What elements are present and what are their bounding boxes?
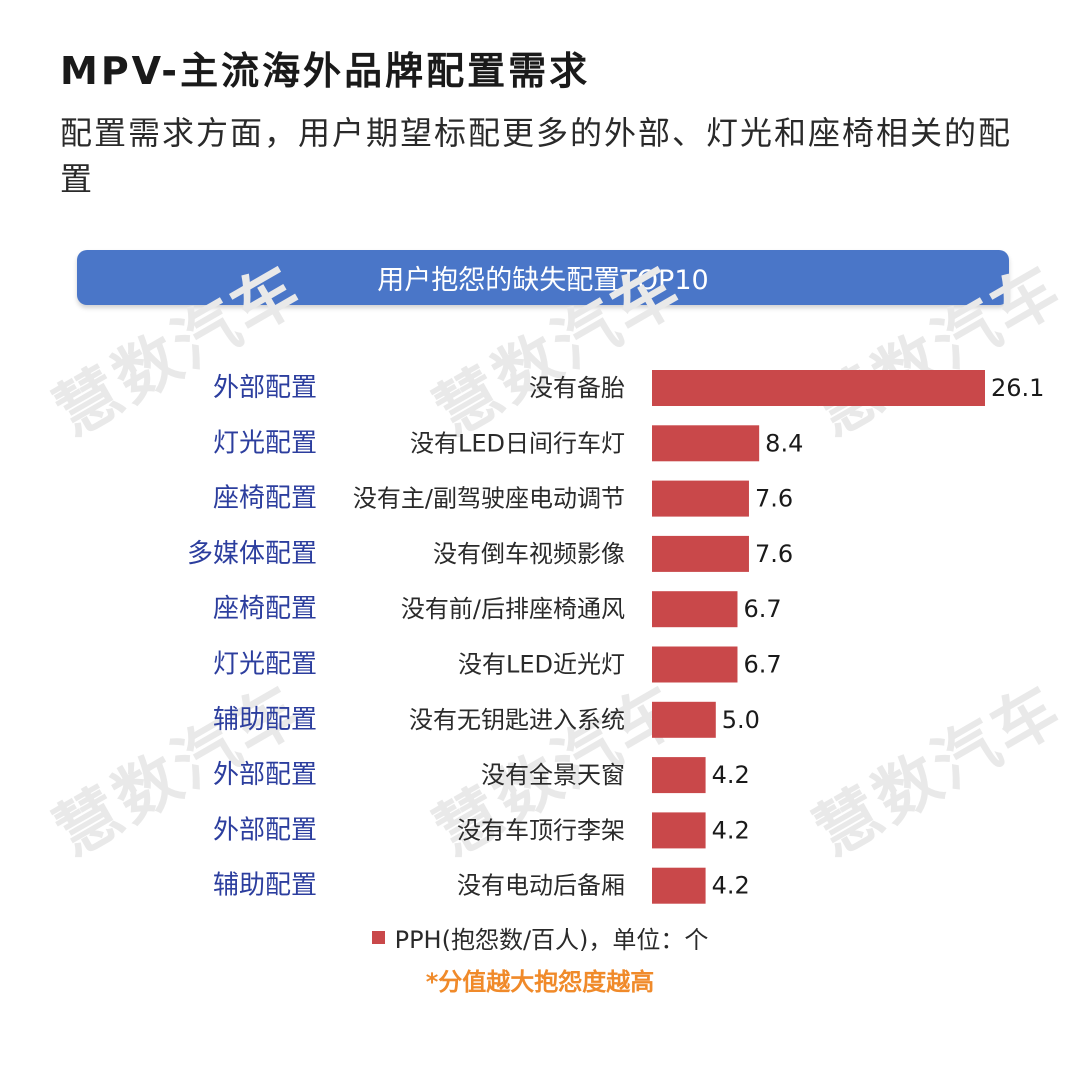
- data-label: 5.0: [722, 706, 760, 734]
- group-label: 多媒体配置: [187, 539, 317, 569]
- legend-label: PPH(抱怨数/百人)，单位：个: [394, 926, 709, 954]
- group-label: 外部配置: [213, 373, 317, 403]
- group-label: 外部配置: [213, 760, 317, 790]
- data-label: 26.1: [991, 374, 1044, 402]
- data-label: 7.6: [755, 485, 793, 513]
- page-title: MPV-主流海外品牌配置需求: [60, 49, 591, 93]
- group-label: 灯光配置: [213, 428, 317, 458]
- category-label: 没有全景天窗: [481, 761, 625, 789]
- data-label: 6.7: [743, 651, 781, 679]
- bar: [652, 812, 706, 849]
- data-label: 4.2: [712, 761, 750, 789]
- bar: [652, 591, 738, 628]
- chart-title: 用户抱怨的缺失配置TOP10: [377, 265, 709, 296]
- chart-legend: PPH(抱怨数/百人)，单位：个: [0, 920, 1080, 955]
- bar: [652, 867, 706, 904]
- data-label: 4.2: [712, 872, 750, 900]
- category-label: 没有车顶行李架: [457, 816, 625, 844]
- data-label: 6.7: [743, 595, 781, 623]
- bar: [652, 480, 749, 517]
- bar: [652, 757, 706, 794]
- category-label: 没有备胎: [529, 374, 625, 402]
- category-label: 没有倒车视频影像: [433, 540, 625, 568]
- category-label: 没有电动后备厢: [457, 872, 625, 900]
- chart-note: *分值越大抱怨度越高: [425, 968, 655, 996]
- category-label: 没有LED日间行车灯: [410, 429, 625, 457]
- category-label: 没有LED近光灯: [458, 651, 625, 679]
- bar: [652, 535, 749, 572]
- data-label: 8.4: [765, 429, 803, 457]
- bar: [652, 425, 760, 462]
- page-subtitle: 配置需求方面，用户期望标配更多的外部、灯光和座椅相关的配置: [60, 114, 1013, 198]
- chart-title-banner: 用户抱怨的缺失配置TOP10: [77, 250, 1009, 305]
- bar: [652, 701, 716, 738]
- group-label: 辅助配置: [213, 705, 317, 735]
- category-label: 没有无钥匙进入系统: [409, 706, 625, 734]
- bar: [652, 370, 985, 406]
- group-label: 座椅配置: [213, 484, 317, 514]
- legend-swatch: [371, 931, 385, 944]
- category-label: 没有主/副驾驶座电动调节: [353, 485, 625, 513]
- category-label: 没有前/后排座椅通风: [401, 595, 625, 623]
- group-label: 灯光配置: [213, 650, 317, 680]
- data-label: 7.6: [755, 540, 793, 568]
- group-label: 座椅配置: [213, 594, 317, 624]
- group-label: 外部配置: [213, 815, 317, 845]
- data-label: 4.2: [712, 816, 750, 844]
- group-label: 辅助配置: [213, 871, 317, 901]
- bar: [652, 646, 738, 683]
